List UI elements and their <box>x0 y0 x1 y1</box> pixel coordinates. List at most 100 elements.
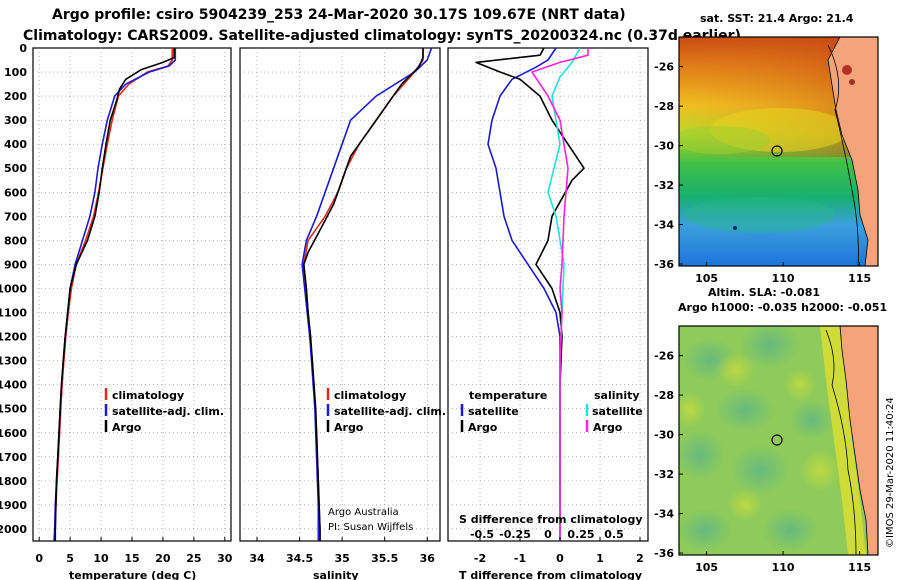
depth-tick-label: 1100 <box>0 307 27 320</box>
map-y-tick-label: -32 <box>654 179 674 192</box>
map-y-tick-label: -28 <box>654 389 674 402</box>
legend-temp-satellite: satellite <box>468 405 519 418</box>
temperature-x-label: temperature (deg C) <box>69 569 196 580</box>
depth-tick-label: 700 <box>4 210 27 223</box>
title-line-1: Argo profile: csiro 5904239_253 24-Mar-2… <box>52 7 626 23</box>
x-tick-label: -1 <box>514 552 526 565</box>
depth-tick-labels: 0 100 200 300 400 500 600 700 800 900 1000 1100 1200… <box>0 42 27 536</box>
difference-series <box>475 47 589 541</box>
temperature-panel: 0 5 10 15 20 25 30 temperature (deg C) climato… <box>32 47 233 580</box>
credit-line-1: Argo Australia <box>328 507 399 518</box>
salinity-difference-tick-label: 0.5 <box>604 528 624 541</box>
series-line-satellite-adj-clim- <box>301 47 433 541</box>
map-y-tick-label: -26 <box>654 350 674 363</box>
map-x-tick-label: 105 <box>695 561 718 574</box>
sla-map-ticks: 105 110 115 -26 -28 -30 -32 -34 -36 <box>654 350 871 574</box>
x-tick-label: 25 <box>186 552 201 565</box>
x-tick-label: 35 <box>334 552 349 565</box>
temperature-legend-satellite: satellite-adj. clim. <box>112 405 224 418</box>
salinity-plot-frame <box>239 47 441 542</box>
imos-watermark: ©IMOS 29-Mar-2020 11:40:24 <box>885 397 896 548</box>
sla-map-subtitle: Argo h1000: -0.035 h2000: -0.051 <box>678 301 887 314</box>
x-tick-label: 36 <box>420 552 436 565</box>
depth-tick-label: 1500 <box>0 403 27 416</box>
x-tick-label: 0 <box>35 552 43 565</box>
depth-tick-label: 900 <box>4 258 27 271</box>
salinity-difference-tick-label: -0.5 <box>470 528 494 541</box>
sst-map-ticks: 105 110 115 -26 -28 -30 -32 -34 -36 <box>654 61 871 285</box>
difference-legend: temperature salinity satellite Argo sate… <box>460 389 643 434</box>
sla-map-title: Altim. SLA: -0.081 <box>708 286 820 299</box>
depth-tick-label: 2000 <box>0 523 27 536</box>
temperature-legend: climatology satellite-adj. clim. Argo <box>104 388 224 434</box>
sst-map-title: sat. SST: 21.4 Argo: 21.4 <box>700 12 854 25</box>
depth-tick-label: 1800 <box>0 475 27 488</box>
salinity-x-ticks: 34 34.5 35 35.5 36 <box>249 537 435 565</box>
series-line-argo <box>303 48 424 541</box>
salinity-x-label: salinity <box>313 569 359 580</box>
temperature-x-ticks: 0 5 10 15 20 25 30 <box>35 537 233 565</box>
temperature-legend-argo: Argo <box>112 421 142 434</box>
sla-float-marker <box>771 434 783 446</box>
map-y-tick-label: -36 <box>654 547 674 560</box>
series-line-argo <box>54 48 175 541</box>
map-y-tick-label: -34 <box>654 508 674 521</box>
x-tick-label: 1 <box>596 552 604 565</box>
sst-land <box>827 37 878 266</box>
map-y-tick-label: -30 <box>654 429 674 442</box>
salinity-difference-tick-label: -0.25 <box>499 528 531 541</box>
depth-tick-label: 1400 <box>0 379 27 392</box>
map-x-tick-label: 115 <box>848 561 871 574</box>
legend-header-temperature: temperature <box>469 389 547 402</box>
depth-tick-label: 1000 <box>0 282 27 295</box>
depth-tick-label: 1200 <box>0 331 27 344</box>
sla-shelf <box>820 326 866 555</box>
x-tick-label: 20 <box>155 552 171 565</box>
x-tick-label: 34 <box>249 552 265 565</box>
legend-sal-argo: Argo <box>593 421 623 434</box>
map-y-tick-label: -32 <box>654 468 674 481</box>
series-line-salinity-argo <box>531 48 589 541</box>
map-y-tick-label: -28 <box>654 100 674 113</box>
salinity-difference-tick-label: 0.25 <box>567 528 594 541</box>
salinity-legend-climatology: climatology <box>334 389 406 402</box>
sla-map-panel: Altim. SLA: -0.081 Argo h1000: -0.035 h2… <box>654 286 887 574</box>
difference-plot-frame <box>447 47 649 542</box>
map-y-tick-label: -34 <box>654 219 674 232</box>
depth-tick-label: 400 <box>4 138 27 151</box>
map-x-tick-label: 105 <box>695 272 718 285</box>
depth-tick-label: 1900 <box>0 499 27 512</box>
sla-map-frame <box>678 325 879 556</box>
salinity-difference-ticks: -0.5 -0.25 0 0.25 0.5 <box>470 528 624 541</box>
sst-float-marker <box>771 145 783 157</box>
salinity-difference-label: S difference from climatology <box>459 513 643 526</box>
depth-tick-label: 1300 <box>0 355 27 368</box>
sst-map-frame <box>678 36 879 267</box>
depth-tick-label: 500 <box>4 162 27 175</box>
depth-tick-label: 100 <box>4 66 27 79</box>
depth-tick-label: 200 <box>4 90 27 103</box>
x-tick-label: 15 <box>124 552 139 565</box>
sst-map-panel: sat. SST: 21.4 Argo: 21.4 105 110 115 -26 -2… <box>654 12 879 285</box>
temperature-plot-frame <box>32 47 232 542</box>
legend-header-salinity: salinity <box>594 389 640 402</box>
x-tick-label: 35.5 <box>371 552 398 565</box>
map-x-tick-label: 110 <box>772 272 795 285</box>
depth-tick-label: 800 <box>4 234 27 247</box>
legend-sal-satellite: satellite <box>592 405 643 418</box>
salinity-difference-tick-label: 0 <box>544 528 552 541</box>
salinity-panel: 34 34.5 35 35.5 36 salinity climatology sate… <box>239 47 446 580</box>
x-tick-label: 0 <box>556 552 564 565</box>
temperature-series <box>53 48 177 542</box>
salinity-gridlines <box>240 48 440 541</box>
salinity-legend: climatology satellite-adj. clim. Argo <box>326 388 446 434</box>
salinity-legend-argo: Argo <box>334 421 364 434</box>
title-line-2: Climatology: CARS2009. Satellite-adjuste… <box>23 28 741 44</box>
series-line-temperature-argo <box>475 47 585 541</box>
x-tick-label: 5 <box>66 552 74 565</box>
x-tick-label: 30 <box>217 552 233 565</box>
difference-x-label: T difference from climatology <box>459 569 642 580</box>
temperature-legend-climatology: climatology <box>112 389 184 402</box>
map-y-tick-label: -30 <box>654 140 674 153</box>
depth-tick-label: 300 <box>4 114 27 127</box>
